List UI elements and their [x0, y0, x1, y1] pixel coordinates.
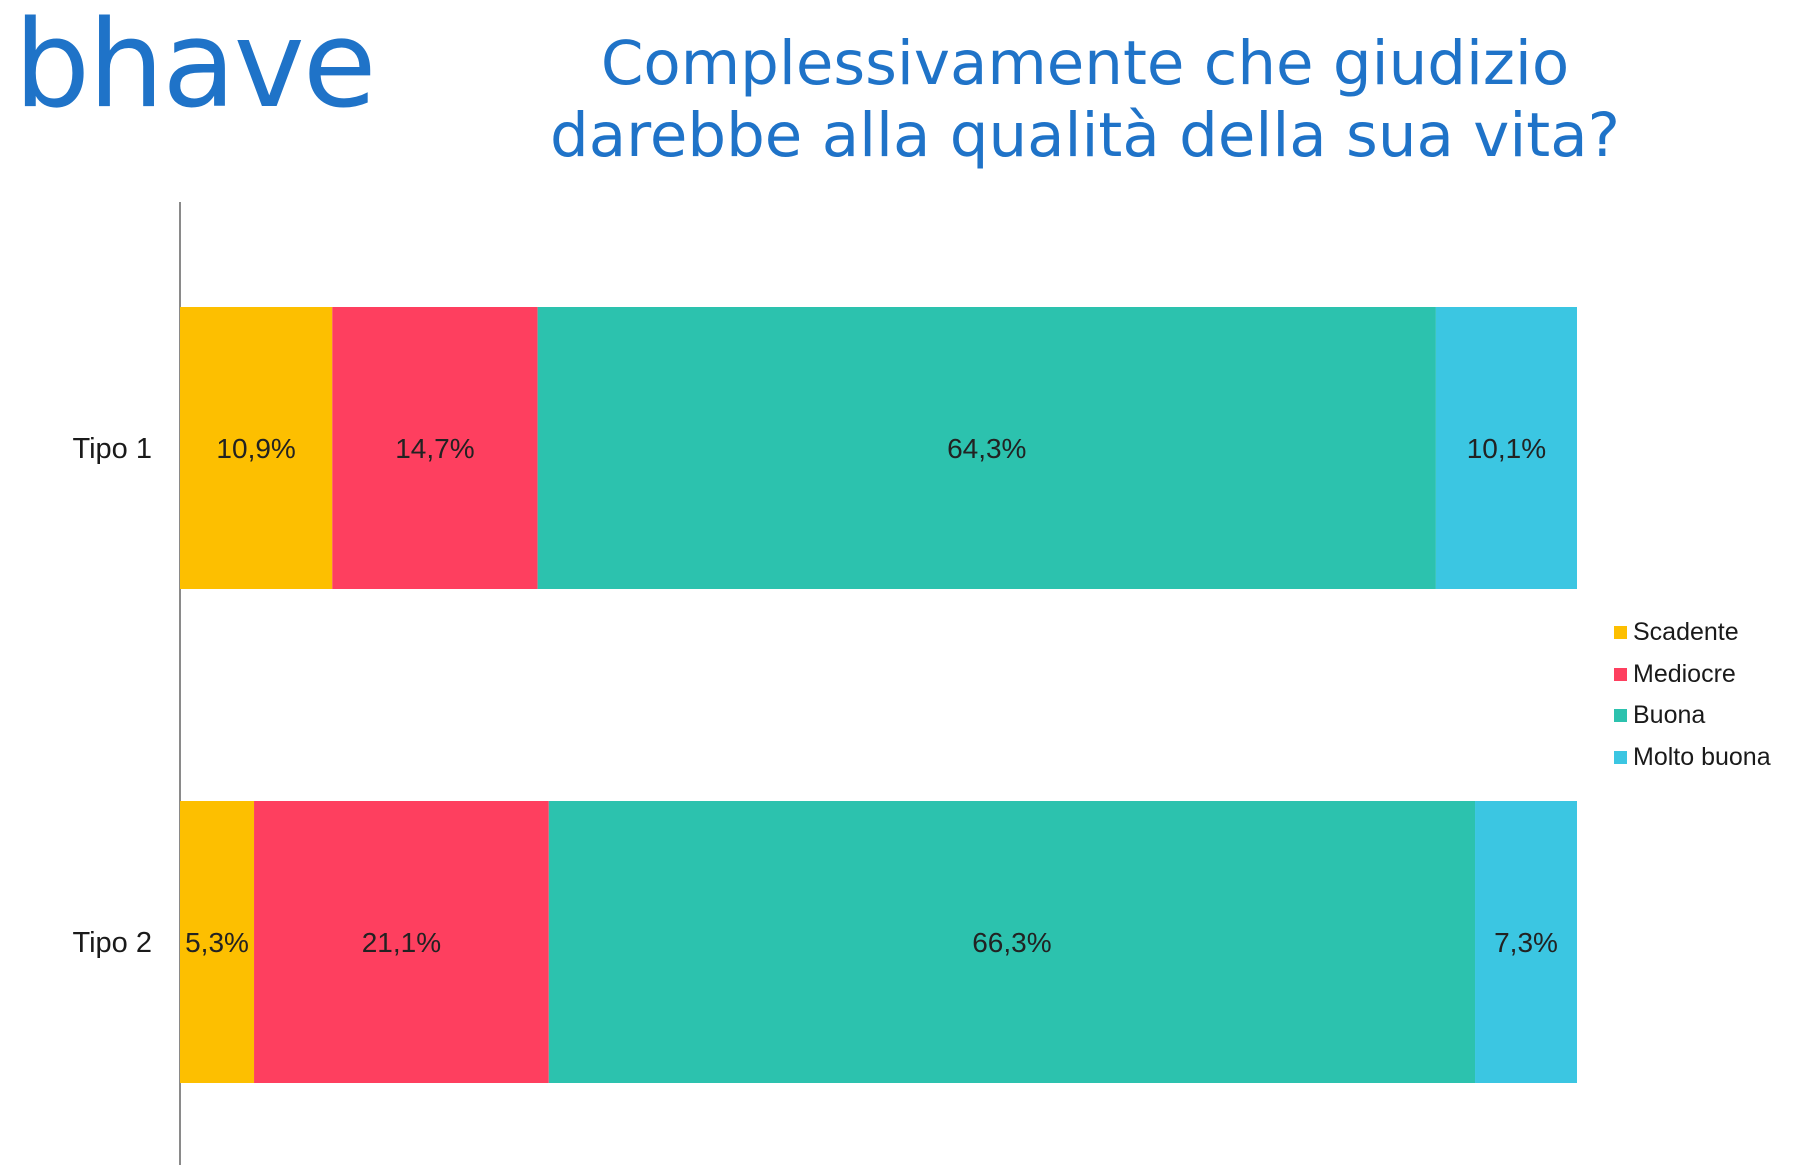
data-label-scadente-2: 5,3% [185, 927, 249, 958]
data-label-buona-1: 64,3% [947, 433, 1026, 464]
bar-segment-buona-2 [548, 801, 1476, 1083]
legend-item-scadente: Scadente [1614, 612, 1771, 654]
bar-segment-scadente-1 [180, 307, 333, 589]
legend-swatch [1614, 626, 1627, 640]
legend-label: Mediocre [1633, 659, 1736, 688]
category-label-2: Tipo 2 [72, 927, 152, 959]
bar-segment-scadente-2 [180, 801, 255, 1083]
category-label-1: Tipo 1 [72, 433, 152, 465]
data-label-mediocre-1: 14,7% [395, 433, 474, 464]
brand-logo: bhave [14, 0, 377, 135]
bar-group: Tipo 1 10,9% 14,7% 64,3% 10,1% Tipo 2 5,3% 21,1… [72, 307, 1577, 1083]
bar-segment-mediocre-2 [254, 801, 549, 1083]
legend-item-buona: Buona [1614, 695, 1771, 737]
legend-item-molto-buona: Molto buona [1614, 737, 1771, 779]
legend-swatch [1614, 750, 1627, 764]
legend-label: Molto buona [1633, 742, 1771, 771]
data-label-molto-buona-2: 7,3% [1494, 927, 1558, 958]
data-label-molto-buona-1: 10,1% [1467, 433, 1546, 464]
legend-label: Buona [1633, 701, 1706, 730]
legend: Scadente Mediocre Buona Molto buona [1614, 612, 1771, 778]
legend-swatch [1614, 667, 1627, 681]
bar-segment-mediocre-1 [332, 307, 538, 589]
chart-title-line-2: darebbe alla qualità della sua vita? [550, 100, 1620, 171]
legend-item-mediocre: Mediocre [1614, 654, 1771, 696]
chart-title: Complessivamente che giudizio darebbe al… [470, 28, 1700, 172]
legend-label: Scadente [1633, 618, 1739, 647]
data-label-mediocre-2: 21,1% [362, 927, 441, 958]
bar-segment-buona-1 [537, 307, 1436, 589]
bar-segment-molto-buona-1 [1435, 307, 1577, 589]
bar-segment-molto-buona-2 [1475, 801, 1577, 1083]
chart-title-line-1: Complessivamente che giudizio [600, 28, 1570, 99]
data-label-buona-2: 66,3% [972, 927, 1051, 958]
data-label-scadente-1: 10,9% [216, 433, 295, 464]
legend-swatch [1614, 709, 1627, 723]
